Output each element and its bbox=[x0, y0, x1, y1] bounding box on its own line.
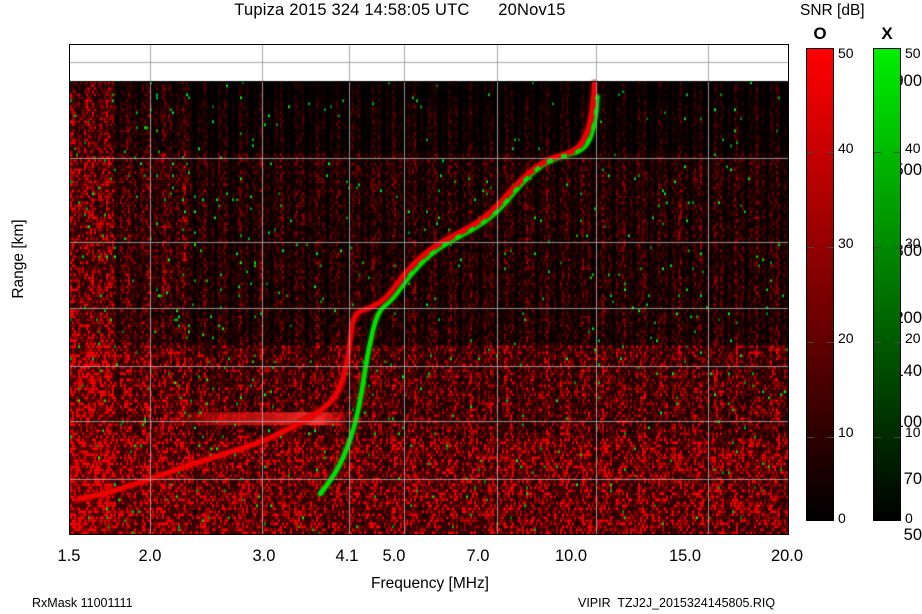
colorbar-x-mark-30 bbox=[874, 247, 881, 248]
colorbar-o-mark-30-r bbox=[827, 247, 834, 248]
x-tick-10p0: 10.0 bbox=[554, 547, 588, 565]
colorbar-title: SNR [dB] bbox=[800, 2, 865, 19]
colorbar-x-tick-50: 50 bbox=[905, 45, 921, 61]
colorbar-x-mark-20-r bbox=[894, 342, 901, 343]
colorbar-o-mark-10 bbox=[807, 437, 814, 438]
y-tick-70: 70 bbox=[903, 470, 922, 488]
ionogram-plot[interactable] bbox=[69, 44, 789, 535]
y-tick-100: 100 bbox=[894, 413, 922, 431]
x-tick-20p0: 20.0 bbox=[770, 547, 804, 565]
colorbar-x-letter: X bbox=[881, 24, 893, 43]
y-tick-300: 300 bbox=[894, 242, 922, 260]
colorbar-x-mark-40-r bbox=[894, 152, 901, 153]
colorbar-o-tick-0: 0 bbox=[838, 510, 846, 526]
x-tick-15p0: 15.0 bbox=[668, 547, 702, 565]
colorbar-x-mark-10-r bbox=[894, 437, 901, 438]
colorbar-o-mark-40 bbox=[807, 152, 814, 153]
colorbar-o-mark-20-r bbox=[827, 342, 834, 343]
colorbar-o-tick-40: 40 bbox=[838, 140, 854, 156]
colorbar-x[interactable] bbox=[873, 48, 901, 521]
colorbar-o-tick-30: 30 bbox=[838, 235, 854, 251]
x-tick-2p0: 2.0 bbox=[138, 547, 162, 565]
colorbar-o-mark-20 bbox=[807, 342, 814, 343]
colorbar-o-mark-30 bbox=[807, 247, 814, 248]
source-file-label: VIPIR TZJ2J_2015324145805.RIQ bbox=[578, 596, 776, 610]
colorbar-x-tick-10: 10 bbox=[905, 424, 921, 440]
colorbar-x-mark-30-r bbox=[894, 247, 901, 248]
colorbar-o-tick-50: 50 bbox=[838, 45, 854, 61]
page-title: Tupiza 2015 324 14:58:05 UTC 20Nov15 bbox=[234, 1, 566, 19]
y-tick-140: 140 bbox=[894, 362, 922, 380]
x-tick-7p0: 7.0 bbox=[466, 547, 490, 565]
y-tick-50: 50 bbox=[903, 526, 922, 544]
rxmask-label: RxMask 11001111 bbox=[32, 596, 133, 610]
y-tick-500: 500 bbox=[894, 161, 922, 179]
colorbar-x-mark-40 bbox=[874, 152, 881, 153]
colorbar-o-mark-10-r bbox=[827, 437, 834, 438]
x-tick-3p0: 3.0 bbox=[252, 547, 276, 565]
colorbar-o-tick-20: 20 bbox=[838, 330, 854, 346]
y-axis-label: Range [km] bbox=[10, 219, 27, 299]
colorbar-x-tick-40: 40 bbox=[905, 140, 921, 156]
colorbar-o-letter: O bbox=[813, 24, 827, 43]
y-tick-200: 200 bbox=[894, 309, 922, 327]
x-tick-1p5: 1.5 bbox=[57, 547, 81, 565]
colorbar-o[interactable] bbox=[806, 48, 834, 521]
x-tick-4p1: 4.1 bbox=[335, 547, 359, 565]
colorbar-o-mark-40-r bbox=[827, 152, 834, 153]
ionogram-canvas bbox=[70, 45, 788, 534]
y-tick-900: 900 bbox=[894, 72, 922, 90]
colorbar-x-tick-20: 20 bbox=[905, 330, 921, 346]
colorbar-x-tick-30: 30 bbox=[905, 235, 921, 251]
colorbar-o-tick-10: 10 bbox=[838, 424, 854, 440]
colorbar-x-mark-10 bbox=[874, 437, 881, 438]
colorbar-x-tick-0: 0 bbox=[905, 510, 913, 526]
x-axis-label: Frequency [MHz] bbox=[370, 575, 489, 592]
colorbar-x-mark-20 bbox=[874, 342, 881, 343]
x-tick-5p0: 5.0 bbox=[382, 547, 406, 565]
